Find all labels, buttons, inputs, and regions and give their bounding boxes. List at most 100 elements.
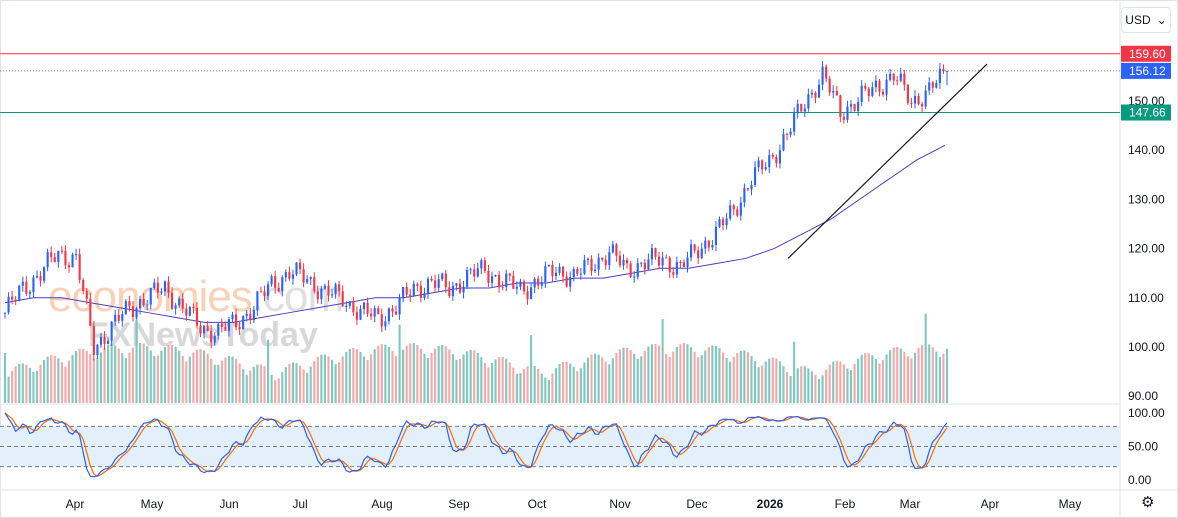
volume-bar [245, 374, 248, 403]
candle-body [43, 267, 46, 281]
volume-bar [313, 361, 316, 403]
candle-body [842, 116, 845, 120]
volume-bar [839, 361, 842, 403]
volume-bar [188, 356, 191, 403]
candle-body [142, 299, 145, 306]
volume-bar [899, 348, 902, 403]
candle-body [746, 188, 749, 190]
stochastic-k-line [4, 412, 948, 478]
candle-body [99, 336, 103, 345]
volume-bar [135, 314, 138, 403]
candle-body [604, 259, 607, 266]
volume-bar [917, 347, 920, 403]
candle-body [924, 90, 927, 107]
candle-body [384, 321, 387, 327]
volume-bar [636, 358, 639, 403]
volume-bar [7, 376, 10, 403]
volume-bar [473, 350, 476, 403]
volume-bar [75, 351, 78, 403]
volume-bar [928, 344, 931, 403]
currency-selector[interactable]: USD ⌄ [1121, 7, 1171, 33]
candle-body [295, 262, 298, 275]
volume-bar [107, 345, 110, 403]
volume-bar [35, 371, 39, 403]
candle-body [906, 84, 909, 103]
volume-bar [558, 364, 561, 403]
candle-body [501, 287, 504, 289]
candle-body [114, 314, 117, 322]
candle-body [53, 257, 56, 263]
candle-body [7, 296, 10, 313]
candle-body [181, 298, 184, 309]
time-tick-label: Apr [981, 497, 1000, 511]
volume-bar [803, 366, 806, 403]
candle-body [352, 301, 355, 313]
settings-gear-icon[interactable]: ⚙ [1141, 494, 1155, 511]
candle-body [217, 323, 220, 336]
volume-bar [185, 361, 188, 403]
volume-bar [85, 350, 88, 403]
candle-body [444, 273, 447, 288]
volume-bar [281, 372, 284, 403]
volume-bar [373, 349, 376, 403]
candle-body [359, 308, 362, 320]
price-tick-label: 130.00 [1128, 192, 1165, 206]
candle-body [807, 94, 810, 109]
volume-bar [195, 349, 199, 403]
candle-body [494, 275, 497, 277]
candle-body [878, 80, 881, 92]
candle-body [942, 68, 945, 72]
volume-bar [178, 350, 181, 403]
time-tick-label: Dec [686, 497, 707, 511]
volume-bar [306, 372, 309, 403]
volume-bar [739, 350, 742, 403]
volume-bar [224, 357, 227, 403]
volume-bar [629, 350, 632, 403]
volume-bar [761, 365, 764, 403]
price-tick-label: 140.00 [1128, 143, 1165, 157]
volume-bar [309, 366, 312, 403]
volume-bar [50, 355, 53, 403]
volume-bar [131, 347, 135, 403]
candle-body [213, 335, 216, 343]
volume-bar [782, 366, 785, 403]
candle-body [647, 259, 650, 270]
candle-body [490, 276, 494, 283]
candle-body [32, 277, 35, 293]
candle-body [778, 150, 781, 164]
volume-bar [597, 354, 600, 403]
volume-bar [227, 356, 231, 403]
candle-body [874, 80, 877, 88]
candle-body [441, 273, 444, 280]
volume-bar [18, 363, 21, 403]
volume-bar [757, 367, 760, 403]
volume-bar [359, 352, 362, 403]
candle-body [366, 302, 369, 314]
volume-bar [526, 366, 529, 403]
volume-bar [654, 343, 657, 403]
candle-body [633, 276, 636, 278]
oscillator-tick-label: 50.00 [1128, 440, 1158, 454]
candle-body [711, 244, 714, 248]
volume-bar [480, 357, 483, 403]
candle-body [398, 298, 401, 315]
volume-bar [540, 373, 543, 403]
candle-body [341, 291, 344, 307]
volume-bar [682, 343, 686, 403]
volume-bar [903, 351, 906, 403]
volume-bar [817, 379, 821, 403]
time-tick-label: Mar [900, 497, 921, 511]
candle-body [729, 205, 732, 219]
volume-bar [82, 348, 85, 403]
time-tick-label: Jul [292, 497, 307, 511]
volume-bar [707, 347, 710, 403]
candle-body [945, 70, 949, 72]
candle-body [163, 281, 167, 292]
candle-body [171, 292, 174, 309]
candle-body [796, 103, 799, 114]
candle-body [551, 264, 554, 277]
volume-bar [487, 367, 490, 403]
volume-bar [419, 348, 422, 403]
volume-bar [192, 352, 195, 403]
